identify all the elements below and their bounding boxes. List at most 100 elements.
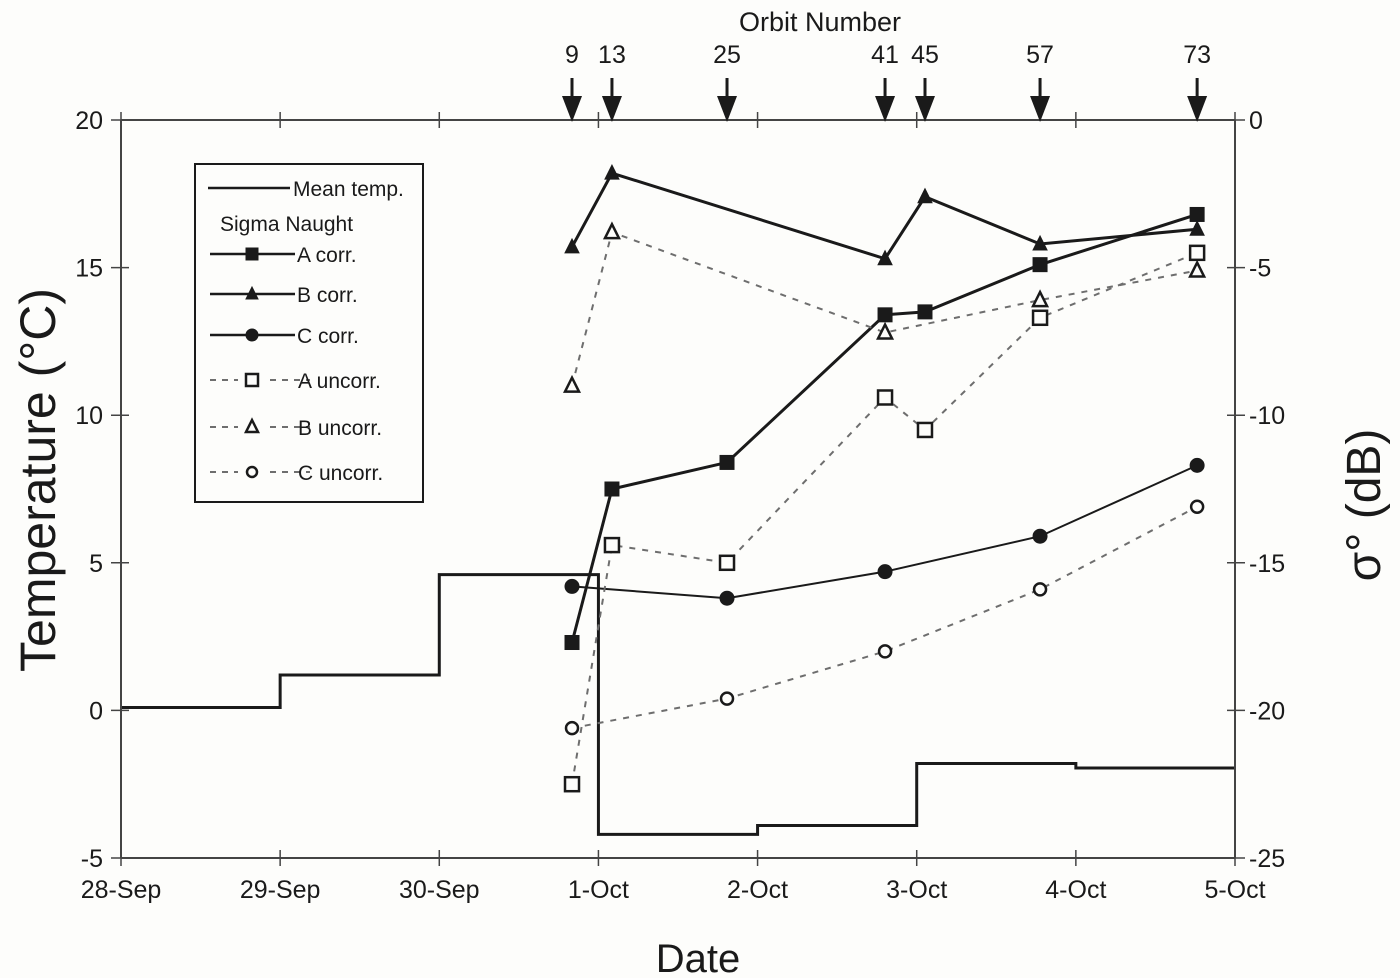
triangle-marker-icon	[1189, 220, 1205, 236]
y-tick-label: -5	[81, 845, 103, 873]
legend-label: A corr.	[297, 244, 357, 267]
square-marker-icon	[245, 247, 259, 261]
x-axis-title: Date	[656, 937, 741, 978]
triangle-marker-icon	[1032, 234, 1048, 251]
x-tick-label: 30-Sep	[399, 876, 480, 904]
y-tick-label: 20	[75, 107, 103, 135]
y2-tick-label: -25	[1249, 845, 1285, 873]
orbit-number-label: 9	[565, 41, 579, 69]
triangle-marker-icon	[245, 285, 259, 300]
top-axis-title: Orbit Number	[739, 7, 901, 37]
circle-marker-icon	[564, 720, 580, 736]
circle-marker-icon	[1189, 457, 1205, 473]
y2-axis-title: σ° (dB)	[1338, 429, 1391, 582]
legend-label: B uncorr.	[298, 417, 382, 440]
triangle-marker-icon	[602, 221, 621, 240]
orbit-arrow-icon: 13	[598, 41, 626, 122]
square-marker-icon	[719, 454, 735, 470]
square-marker-icon	[244, 372, 260, 388]
orbit-number-label: 13	[598, 41, 626, 69]
x-tick-label: 1-Oct	[568, 876, 629, 904]
square-marker-icon	[876, 389, 894, 406]
circle-marker-icon	[719, 590, 735, 606]
y-tick-label: 15	[75, 255, 103, 283]
square-marker-icon	[564, 635, 580, 651]
square-marker-icon	[917, 304, 933, 320]
orbit-arrow-icon: 57	[1026, 41, 1054, 122]
series-c-uncorr	[564, 499, 1205, 736]
triangle-marker-icon	[876, 321, 895, 340]
circle-marker-icon	[1189, 499, 1205, 514]
triangle-marker-icon	[877, 249, 893, 266]
orbit-arrow-icon: 45	[911, 41, 939, 122]
y2-tick-label: -20	[1249, 697, 1285, 725]
y-tick-label: 5	[89, 550, 103, 578]
orbit-number-label: 45	[911, 41, 939, 69]
orbit-markers: 9 13 25 41 45 57 73	[562, 41, 1211, 122]
circle-marker-icon	[245, 328, 259, 342]
y-axis-title: Temperature (°C)	[10, 288, 66, 672]
x-tick-label: 2-Oct	[727, 876, 788, 904]
x-tick-label: 5-Oct	[1204, 876, 1265, 904]
square-marker-icon	[1032, 257, 1048, 273]
square-marker-icon	[877, 307, 893, 323]
orbit-arrow-icon: 41	[871, 41, 899, 122]
y-tick-label: 10	[75, 402, 103, 430]
triangle-marker-icon	[243, 417, 261, 434]
legend-label: B corr.	[297, 284, 358, 307]
square-marker-icon	[604, 481, 620, 497]
y-tick-label: 0	[89, 697, 103, 725]
series-c-corr	[564, 457, 1205, 606]
mean-temperature-step-line	[121, 573, 1235, 836]
circle-marker-icon	[877, 564, 893, 580]
y2-tick-label: 0	[1249, 107, 1263, 135]
square-marker-icon	[718, 554, 736, 572]
x-tick-label: 3-Oct	[886, 876, 947, 904]
y2-tick-label: -10	[1249, 402, 1285, 430]
orbit-arrow-icon: 25	[713, 41, 741, 122]
orbit-number-label: 73	[1183, 41, 1211, 69]
circle-marker-icon	[1032, 582, 1048, 597]
square-marker-icon	[1031, 309, 1049, 327]
circle-marker-icon	[877, 644, 893, 659]
circle-marker-icon	[1032, 528, 1048, 544]
y2-tick-label: -5	[1249, 255, 1271, 283]
x-tick-label: 28-Sep	[81, 876, 162, 904]
square-marker-icon	[1188, 244, 1206, 262]
legend-box	[194, 163, 424, 503]
series-b-uncorr	[562, 221, 1207, 393]
orbit-number-label: 25	[713, 41, 741, 69]
series-a-corr	[564, 206, 1205, 651]
orbit-arrow-icon: 73	[1183, 41, 1211, 122]
legend-label: A uncorr.	[298, 370, 381, 393]
y2-tick-label: -15	[1249, 550, 1285, 578]
orbit-number-label: 57	[1026, 41, 1054, 69]
square-marker-icon	[563, 775, 581, 793]
circle-marker-icon	[245, 465, 259, 479]
circle-marker-icon	[719, 691, 735, 706]
triangle-marker-icon	[562, 374, 582, 393]
square-marker-icon	[916, 421, 934, 439]
orbit-number-label: 41	[871, 41, 899, 69]
series-b-corr	[564, 164, 1205, 266]
triangle-marker-icon	[564, 237, 580, 254]
legend-label-mean-temp: Mean temp.	[293, 178, 404, 201]
legend: Mean temp. Sigma Naught A corr. B corr. C co…	[194, 163, 424, 503]
x-tick-label: 4-Oct	[1045, 876, 1106, 904]
legend-label: C uncorr.	[298, 462, 383, 485]
legend-label: C corr.	[297, 325, 359, 348]
x-tick-label: 29-Sep	[240, 876, 321, 904]
triangle-marker-icon	[917, 187, 933, 204]
triangle-marker-icon	[1188, 259, 1207, 278]
orbit-arrow-icon: 9	[562, 41, 583, 122]
series-a-uncorr	[563, 244, 1206, 793]
square-marker-icon	[603, 536, 621, 554]
triangle-marker-icon	[1031, 289, 1050, 308]
legend-subtitle: Sigma Naught	[220, 213, 353, 236]
mean-temp-line	[121, 573, 1235, 836]
circle-marker-icon	[564, 578, 580, 594]
axes: 28-Sep 29-Sep 30-Sep 1-Oct 2-Oct 3-Oct 4-Oct 5-…	[75, 107, 1285, 904]
sigma-naught-series	[562, 164, 1207, 793]
triangle-marker-icon	[604, 164, 620, 180]
